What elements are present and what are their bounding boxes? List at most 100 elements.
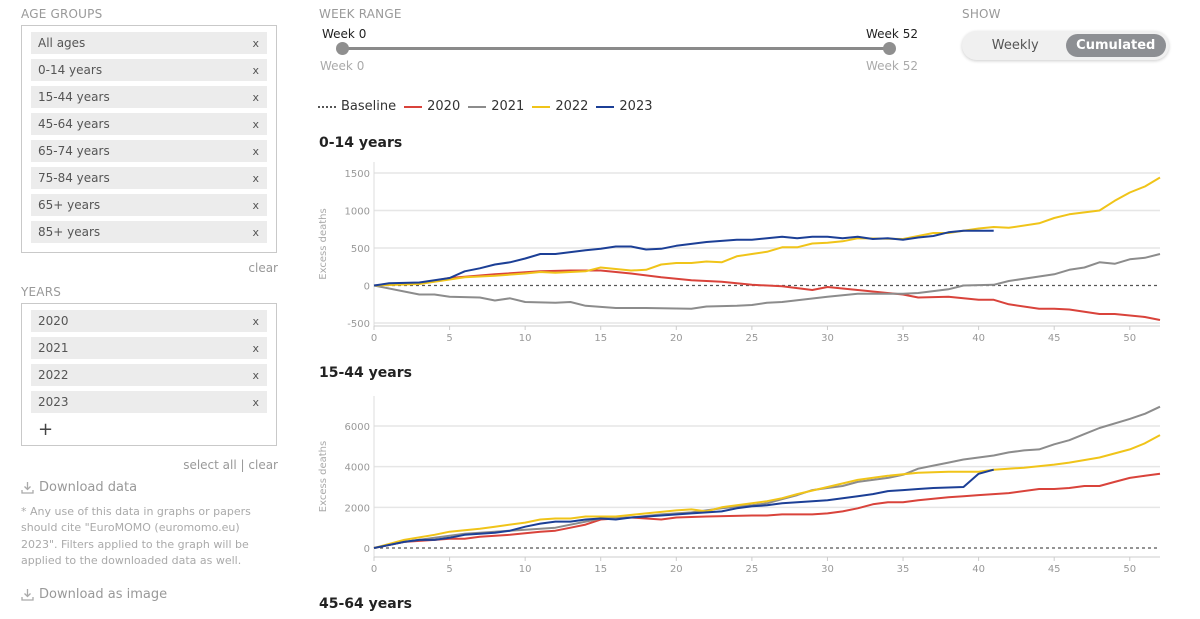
x-tick-label: 50 xyxy=(1123,333,1136,344)
chart-legend: Baseline 2020 2021 2022 2023 xyxy=(318,99,653,114)
series-line-2023[interactable] xyxy=(373,468,994,549)
cumulated-option[interactable]: Cumulated xyxy=(1065,34,1166,57)
legend-2020[interactable]: 2020 xyxy=(404,99,460,114)
x-tick-label: 5 xyxy=(446,333,452,344)
x-tick-label: 35 xyxy=(897,564,910,575)
legend-label: 2023 xyxy=(619,99,653,114)
y-tick-label: 4000 xyxy=(345,463,370,474)
x-tick-label: 40 xyxy=(972,564,985,575)
remove-icon[interactable]: x xyxy=(252,117,259,131)
series-line-2023[interactable] xyxy=(373,229,994,287)
x-tick-label: 0 xyxy=(371,564,377,575)
remove-icon[interactable]: x xyxy=(252,368,259,382)
y-tick-label: 1000 xyxy=(345,207,370,218)
legend-2022[interactable]: 2022 xyxy=(532,99,588,114)
week-max-handle[interactable] xyxy=(883,42,896,55)
x-tick-label: 35 xyxy=(897,333,910,344)
chip-label: All ages xyxy=(38,36,86,50)
series-line-2022[interactable] xyxy=(373,176,1161,287)
remove-icon[interactable]: x xyxy=(252,198,259,212)
download-image-label: Download as image xyxy=(39,587,168,602)
remove-icon[interactable]: x xyxy=(252,314,259,328)
chip-label: 45-64 years xyxy=(38,117,110,131)
baseline-swatch xyxy=(318,105,336,108)
years-clear-link[interactable]: clear xyxy=(248,458,278,472)
x-tick-label: 20 xyxy=(670,333,683,344)
download-image-button[interactable]: Download as image xyxy=(21,587,167,602)
x-tick-label: 5 xyxy=(446,564,452,575)
year-chip: 2022 x xyxy=(31,364,267,386)
chip-label: 2020 xyxy=(38,314,69,328)
remove-icon[interactable]: x xyxy=(252,144,259,158)
series-line-2021[interactable] xyxy=(373,405,1161,549)
legend-label: 2021 xyxy=(491,99,525,114)
swatch-2023 xyxy=(596,105,615,108)
week-min-handle[interactable] xyxy=(336,42,349,55)
show-label: SHOW xyxy=(962,7,1001,21)
chip-label: 75-84 years xyxy=(38,171,110,185)
chip-label: 2022 xyxy=(38,368,69,382)
chart-title-45-64: 45-64 years xyxy=(319,596,412,612)
x-tick-label: 50 xyxy=(1123,564,1136,575)
years-label: YEARS xyxy=(21,285,62,299)
download-icon xyxy=(21,589,34,601)
y-tick-label: 0 xyxy=(364,282,370,293)
remove-icon[interactable]: x xyxy=(252,36,259,50)
y-tick-label: 0 xyxy=(364,544,370,555)
add-year-icon[interactable]: + xyxy=(38,419,54,440)
x-tick-label: 15 xyxy=(594,333,607,344)
chip-label: 65+ years xyxy=(38,198,101,212)
remove-icon[interactable]: x xyxy=(252,341,259,355)
week-range-label: WEEK RANGE xyxy=(319,7,402,21)
year-chip: 2023 x xyxy=(31,391,267,413)
legend-2023[interactable]: 2023 xyxy=(596,99,653,114)
legend-label: 2022 xyxy=(555,99,589,114)
series-line-2020[interactable] xyxy=(373,472,1161,549)
chip-label: 15-44 years xyxy=(38,90,110,104)
remove-icon[interactable]: x xyxy=(252,90,259,104)
series-line-2020[interactable] xyxy=(373,269,1161,321)
year-chip: 2020 x xyxy=(31,310,267,332)
chart-title-0-14: 0-14 years xyxy=(319,135,403,151)
download-data-button[interactable]: Download data xyxy=(21,480,137,495)
chip-label: 65-74 years xyxy=(38,144,110,158)
age-clear-link[interactable]: clear xyxy=(248,261,278,275)
legend-baseline[interactable]: Baseline xyxy=(318,99,396,114)
x-tick-label: 10 xyxy=(519,564,532,575)
legend-2021[interactable]: 2021 xyxy=(468,99,524,114)
age-group-chip: 45-64 years x xyxy=(31,113,267,135)
x-tick-label: 10 xyxy=(519,333,532,344)
series-line-2022[interactable] xyxy=(373,434,1161,549)
show-toggle[interactable]: Weekly Cumulated xyxy=(962,31,1169,60)
age-group-chip: 65-74 years x xyxy=(31,140,267,162)
x-tick-label: 15 xyxy=(594,564,607,575)
select-all-link[interactable]: select all xyxy=(183,458,237,472)
chart-title-15-44: 15-44 years xyxy=(319,365,412,381)
remove-icon[interactable]: x xyxy=(252,395,259,409)
x-tick-label: 25 xyxy=(746,564,759,575)
chip-label: 0-14 years xyxy=(38,63,103,77)
chip-label: 85+ years xyxy=(38,225,101,239)
age-groups-select[interactable]: All ages x 0-14 years x 15-44 years x 45-64 ye… xyxy=(21,25,277,253)
week-range-max: Week 52 xyxy=(866,59,918,73)
remove-icon[interactable]: x xyxy=(252,225,259,239)
age-group-chip: 65+ years x xyxy=(31,194,267,216)
chart-15-44-years: 0 2000 4000 6000 0 5 10 15 20 25 30 35 40 45 50 Excess … xyxy=(318,396,1161,575)
x-tick-label: 30 xyxy=(821,564,834,575)
remove-icon[interactable]: x xyxy=(252,171,259,185)
years-select[interactable]: 2020 x 2021 x 2022 x 2023 x + xyxy=(21,303,277,446)
week-range-min: Week 0 xyxy=(320,59,365,73)
download-icon xyxy=(21,482,34,494)
swatch-2021 xyxy=(468,105,487,108)
chip-label: 2021 xyxy=(38,341,69,355)
series-line-2021[interactable] xyxy=(373,253,1161,310)
x-tick-label: 45 xyxy=(1048,564,1061,575)
age-group-chip: 15-44 years x xyxy=(31,86,267,108)
remove-icon[interactable]: x xyxy=(252,63,259,77)
y-tick-label: 6000 xyxy=(345,422,370,433)
weekly-option[interactable]: Weekly xyxy=(991,38,1039,53)
legend-label: 2020 xyxy=(427,99,461,114)
week-min-handle-label: Week 0 xyxy=(322,27,367,41)
week-range-track[interactable] xyxy=(343,47,889,50)
